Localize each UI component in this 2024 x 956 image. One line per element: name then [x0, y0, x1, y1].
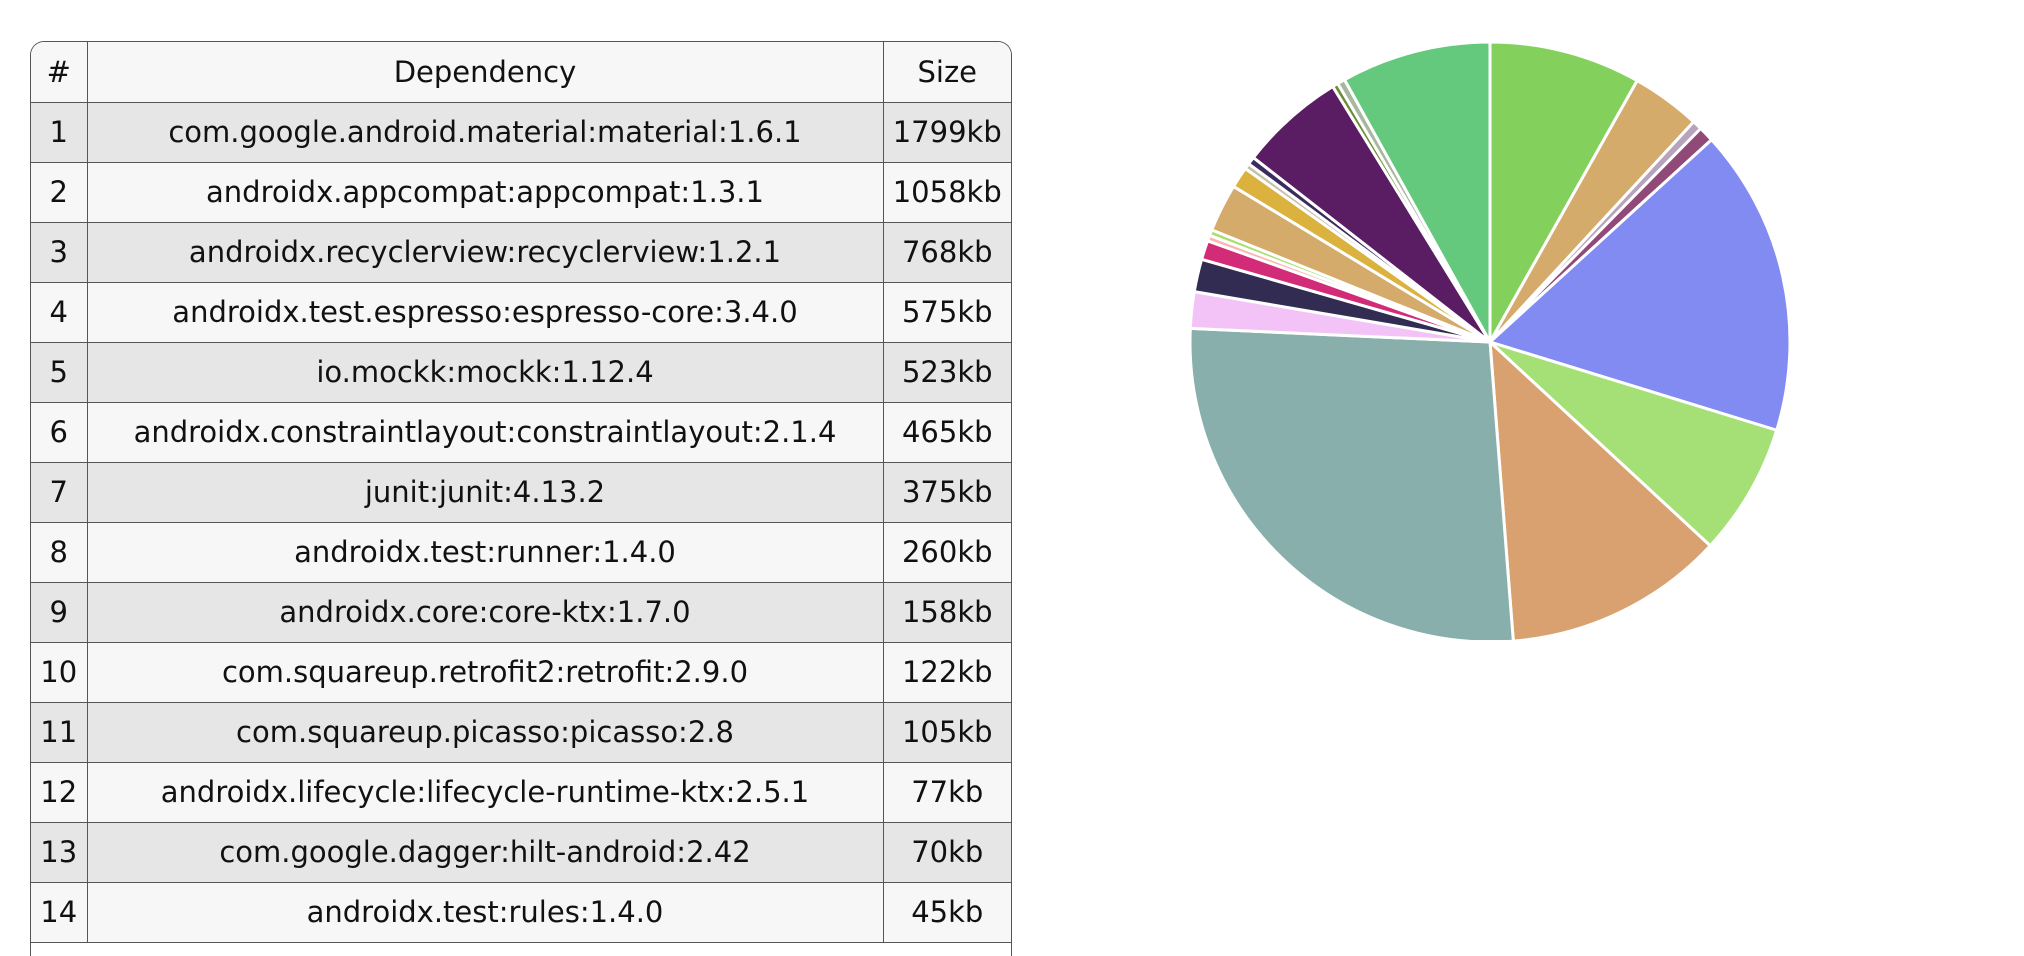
- table-row: 2 androidx.appcompat:appcompat:1.3.1 1058k…: [31, 161, 1011, 223]
- table-row: 12 androidx.lifecycle:lifecycle-runtime-k…: [31, 761, 1011, 823]
- dependency-name: com.squareup.picasso:picasso:2.8: [86, 701, 884, 763]
- dependency-name: androidx.lifecycle:lifecycle-runtime-ktx…: [86, 761, 884, 823]
- dependency-size: 465kb: [882, 401, 1011, 463]
- table-row: 3 androidx.recyclerview:recyclerview:1.2.…: [31, 221, 1011, 283]
- row-number: 4: [31, 281, 88, 343]
- dependency-size-pie-chart: [1188, 40, 1792, 640]
- dependency-name: androidx.constraintlayout:constraintlayo…: [86, 401, 884, 463]
- dependency-size: 260kb: [882, 521, 1011, 583]
- row-number: 1: [31, 101, 88, 163]
- row-number: 8: [31, 521, 88, 583]
- dependency-name: androidx.test:runner:1.4.0: [86, 521, 884, 583]
- dependency-name: com.squareup.retrofit2:retrofit:2.9.0: [86, 641, 884, 703]
- dependency-size: 1799kb: [882, 101, 1011, 163]
- table-body: 1 com.google.android.material:material:1.…: [31, 101, 1011, 943]
- table-row: 7 junit:junit:4.13.2 375kb: [31, 461, 1011, 523]
- header-number: #: [31, 42, 88, 103]
- row-number: 10: [31, 641, 88, 703]
- dependency-size-table: # Dependency Size 1 com.google.android.ma…: [31, 42, 1011, 943]
- dependency-size: 105kb: [882, 701, 1011, 763]
- dependency-name: junit:junit:4.13.2: [86, 461, 884, 523]
- table-row: 8 androidx.test:runner:1.4.0 260kb: [31, 521, 1011, 583]
- header-size: Size: [882, 42, 1011, 103]
- row-number: 13: [31, 821, 88, 883]
- table-row: 5 io.mockk:mockk:1.12.4 523kb: [31, 341, 1011, 403]
- pie-slice-1: [1488, 40, 1639, 344]
- table-row: 4 androidx.test.espresso:espresso-core:3.…: [31, 281, 1011, 343]
- pie-slice-6: [1488, 340, 1779, 548]
- row-number: 7: [31, 461, 88, 523]
- row-number: 2: [31, 161, 88, 223]
- dependency-name: androidx.appcompat:appcompat:1.3.1: [86, 161, 884, 223]
- dependency-size: 158kb: [882, 581, 1011, 643]
- pie-slice-5: [1488, 138, 1792, 432]
- row-number: 3: [31, 221, 88, 283]
- dependency-size: 122kb: [882, 641, 1011, 703]
- dependency-size: 375kb: [882, 461, 1011, 523]
- dependency-size: 575kb: [882, 281, 1011, 343]
- pie-slice-7: [1488, 340, 1712, 640]
- table-row: 10 com.squareup.retrofit2:retrofit:2.9.0 1…: [31, 641, 1011, 703]
- table-row: 9 androidx.core:core-ktx:1.7.0 158kb: [31, 581, 1011, 643]
- dependency-name: io.mockk:mockk:1.12.4: [86, 341, 884, 403]
- dependency-name: androidx.recyclerview:recyclerview:1.2.1: [86, 221, 884, 283]
- row-number: 6: [31, 401, 88, 463]
- row-number: 12: [31, 761, 88, 823]
- dependency-table: # Dependency Size 1 com.google.android.ma…: [30, 41, 1012, 956]
- row-number: 5: [31, 341, 88, 403]
- dependency-size: 70kb: [882, 821, 1011, 883]
- table-row: 6 androidx.constraintlayout:constraintlay…: [31, 401, 1011, 463]
- table-row: 11 com.squareup.picasso:picasso:2.8 105kb: [31, 701, 1011, 763]
- dependency-size: 1058kb: [882, 161, 1011, 223]
- header-dependency: Dependency: [86, 42, 884, 103]
- row-number: 14: [31, 881, 88, 943]
- pie-slice-8: [1188, 326, 1515, 640]
- row-number: 9: [31, 581, 88, 643]
- dependency-size: 45kb: [882, 881, 1011, 943]
- table-row: 13 com.google.dagger:hilt-android:2.42 70k…: [31, 821, 1011, 883]
- table-header-row: # Dependency Size: [31, 42, 1011, 103]
- dependency-name: androidx.test.espresso:espresso-core:3.4…: [86, 281, 884, 343]
- row-number: 11: [31, 701, 88, 763]
- dependency-size: 77kb: [882, 761, 1011, 823]
- dependency-size: 523kb: [882, 341, 1011, 403]
- pie-slice-21: [1343, 40, 1492, 344]
- table-row: 14 androidx.test:rules:1.4.0 45kb: [31, 881, 1011, 943]
- dependency-name: com.google.dagger:hilt-android:2.42: [86, 821, 884, 883]
- table-row: 1 com.google.android.material:material:1.…: [31, 101, 1011, 163]
- dependency-name: com.google.android.material:material:1.6…: [86, 101, 884, 163]
- dependency-name: androidx.test:rules:1.4.0: [86, 881, 884, 943]
- dependency-size: 768kb: [882, 221, 1011, 283]
- dependency-name: androidx.core:core-ktx:1.7.0: [86, 581, 884, 643]
